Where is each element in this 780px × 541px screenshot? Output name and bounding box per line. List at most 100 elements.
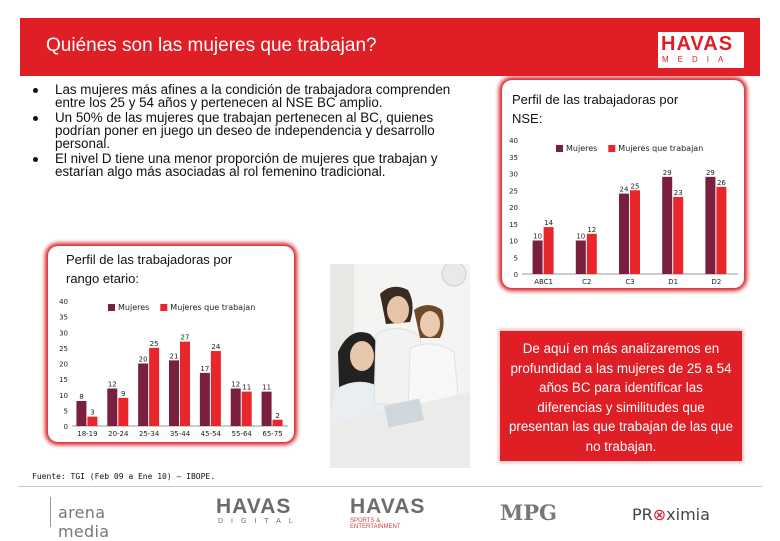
- bullet-item: Las mujeres más afines a la condición de…: [30, 83, 470, 109]
- mpg-logo: MPG: [500, 500, 557, 525]
- y-tick-label: 35: [509, 154, 518, 162]
- legend-label: Mujeres: [566, 144, 597, 153]
- bullet-item: Un 50% de las mujeres que trabajan perte…: [30, 111, 470, 150]
- y-tick-label: 5: [514, 254, 518, 262]
- bar-value-label: 11: [242, 384, 251, 392]
- x-tick-label: C3: [625, 278, 634, 286]
- legend-label: Mujeres: [118, 303, 149, 312]
- x-tick-label: 18-19: [77, 430, 97, 438]
- legend-label: Mujeres que trabajan: [618, 144, 703, 153]
- bar-mujeres: [230, 388, 241, 426]
- bar-trabajan: [210, 351, 221, 426]
- bar-trabajan: [241, 391, 252, 426]
- x-tick-label: 65-75: [262, 430, 282, 438]
- x-tick-label: 55-64: [232, 430, 253, 438]
- x-tick-label: ABC1: [534, 278, 553, 286]
- bar-value-label: 24: [620, 186, 629, 194]
- bar-value-label: 2: [275, 412, 279, 420]
- bar-trabajan: [673, 196, 684, 274]
- bar-mujeres: [76, 401, 87, 426]
- bar-trabajan: [586, 233, 597, 274]
- y-tick-label: 15: [59, 376, 68, 384]
- bar-mujeres: [532, 240, 543, 274]
- legend-label: Mujeres que trabajan: [170, 303, 255, 312]
- bar-mujeres: [107, 388, 118, 426]
- source-note: Fuente: TGI (Feb 09 a Ene 10) – IBOPE.: [32, 472, 216, 481]
- y-tick-label: 15: [509, 221, 518, 229]
- bar-value-label: 8: [79, 393, 83, 401]
- x-tick-label: 20-24: [108, 430, 129, 438]
- y-tick-label: 30: [59, 329, 68, 337]
- y-tick-label: 20: [509, 204, 518, 212]
- y-tick-label: 40: [59, 298, 68, 306]
- y-tick-label: 20: [59, 361, 68, 369]
- x-tick-label: D2: [711, 278, 721, 286]
- bar-value-label: 26: [717, 179, 726, 187]
- havas-sports-text: HAVAS: [350, 495, 426, 518]
- legend-swatch: [108, 304, 115, 311]
- bar-trabajan: [272, 419, 283, 426]
- y-tick-label: 5: [64, 407, 68, 415]
- legend-swatch: [556, 145, 563, 152]
- bullet-item: El nivel D tiene una menor proporción de…: [30, 152, 470, 178]
- bar-value-label: 12: [587, 226, 596, 234]
- office-women-photo: [330, 264, 470, 468]
- slide-header: Quiénes son las mujeres que trabajan? HA…: [20, 18, 760, 76]
- bar-trabajan: [716, 186, 727, 274]
- bar-value-label: 11: [262, 384, 271, 392]
- conclusion-callout: De aquí en más analizaremos en profundid…: [500, 331, 742, 461]
- arena-media-logo: arena media: [50, 495, 162, 541]
- bar-mujeres: [138, 363, 149, 426]
- bar-value-label: 17: [200, 365, 209, 373]
- bar-value-label: 29: [706, 169, 715, 177]
- bar-mujeres: [261, 391, 272, 426]
- y-tick-label: 30: [509, 171, 518, 179]
- bar-trabajan: [149, 347, 160, 426]
- y-tick-label: 35: [59, 314, 68, 322]
- bar-value-label: 29: [663, 169, 672, 177]
- proximia-text: PR⊗ximia: [632, 505, 710, 524]
- age-panel-title: Perfil de las trabajadoras por rango eta…: [66, 252, 233, 286]
- nse-panel-title: Perfil de las trabajadoras por NSE:: [512, 92, 679, 126]
- bar-value-label: 12: [231, 381, 240, 389]
- legend-swatch: [608, 145, 616, 152]
- havas-digital-logo: HAVAS DIGITAL: [216, 495, 294, 531]
- havas-sports-sub: SPORTS & ENTERTAINMENT: [350, 518, 401, 530]
- arena-logo-text: arena media: [58, 503, 110, 541]
- y-tick-label: 0: [64, 423, 68, 431]
- bar-value-label: 9: [121, 390, 125, 398]
- bar-mujeres: [619, 193, 629, 274]
- y-tick-label: 25: [59, 345, 68, 353]
- havas-logo-text: HAVAS: [661, 33, 734, 55]
- havas-logo-sub: MEDIA: [662, 55, 733, 64]
- bar-mujeres: [169, 360, 179, 426]
- bar-mujeres: [705, 176, 716, 274]
- bar-value-label: 25: [150, 340, 159, 348]
- nse-chart-panel: Perfil de las trabajadoras por NSE: 0 5 10…: [502, 80, 744, 288]
- arena-logo-bar: [50, 497, 51, 527]
- proximia-logo: PR⊗ximia: [632, 495, 742, 531]
- bar-mujeres: [662, 176, 673, 274]
- bar-trabajan: [118, 397, 129, 426]
- bar-value-label: 10: [533, 233, 542, 241]
- y-tick-label: 40: [509, 137, 518, 145]
- bar-trabajan: [87, 416, 98, 426]
- slide-title: Quiénes son las mujeres que trabajan?: [46, 35, 377, 56]
- bar-value-label: 27: [181, 334, 190, 342]
- x-tick-label: 45-54: [201, 430, 222, 438]
- callout-text: De aquí en más analizaremos en profundid…: [508, 341, 734, 454]
- bar-mujeres: [575, 240, 586, 274]
- havas-digital-sub: DIGITAL: [218, 518, 301, 525]
- bar-value-label: 23: [674, 189, 683, 197]
- x-tick-label: C2: [582, 278, 591, 286]
- y-tick-label: 0: [514, 271, 518, 279]
- x-tick-label: 35-44: [170, 430, 191, 438]
- bar-value-label: 10: [576, 233, 585, 241]
- bar-value-label: 20: [139, 356, 148, 364]
- bullet-list: Las mujeres más afines a la condición de…: [30, 83, 470, 180]
- y-tick-label: 10: [59, 392, 68, 400]
- havas-media-logo: HAVAS MEDIA: [658, 32, 744, 68]
- bar-trabajan: [180, 341, 190, 426]
- x-tick-label: 25-34: [139, 430, 160, 438]
